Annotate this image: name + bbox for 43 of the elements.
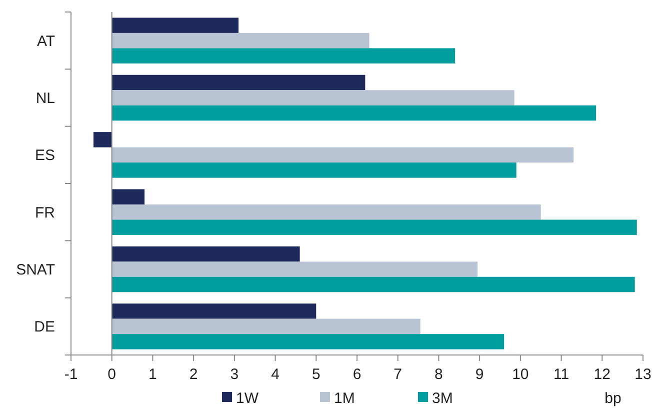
legend-label: 1M (334, 390, 355, 407)
x-tick-label: 13 (634, 366, 652, 383)
y-tick-label: AT (36, 32, 55, 50)
bar (112, 74, 366, 90)
bar (112, 246, 300, 262)
y-tick-label: SNAT (16, 262, 55, 278)
x-tick-label: 4 (271, 366, 280, 383)
y-tick-label: FR (35, 204, 56, 222)
y-tick-label: NL (36, 90, 55, 107)
x-axis-title: bp (604, 390, 622, 407)
legend-label: 1W (236, 390, 260, 407)
x-tick-label: 12 (594, 366, 610, 383)
bar (112, 147, 574, 163)
bar (112, 90, 514, 106)
x-tick-label: 6 (352, 366, 362, 383)
y-tick-label: DE (34, 318, 55, 336)
y-tick-label: ES (34, 147, 55, 164)
x-tick-label: 10 (512, 366, 529, 383)
bar (112, 318, 420, 334)
x-tick-label: 5 (312, 366, 320, 383)
x-tick-label: 9 (475, 366, 484, 383)
bar (112, 304, 316, 319)
x-tick-label: 3 (230, 366, 239, 383)
x-tick-label: 0 (108, 366, 116, 383)
bar (112, 105, 596, 121)
x-tick-label: 11 (553, 366, 570, 383)
bar (112, 220, 637, 235)
x-tick-label: -1 (64, 366, 78, 383)
bar (112, 276, 635, 292)
x-tick-label: 2 (189, 366, 198, 383)
x-tick-label: 7 (394, 366, 402, 383)
bar (112, 32, 370, 48)
bar (93, 132, 112, 148)
bar (112, 189, 145, 204)
bar (112, 262, 478, 277)
bar (112, 48, 456, 64)
legend-label: 3M (432, 390, 453, 407)
bar (112, 18, 239, 33)
bar (112, 204, 541, 220)
x-tick-label: 8 (434, 366, 443, 383)
bar (112, 334, 504, 350)
x-tick-label: 1 (148, 366, 157, 383)
bar (112, 162, 516, 178)
